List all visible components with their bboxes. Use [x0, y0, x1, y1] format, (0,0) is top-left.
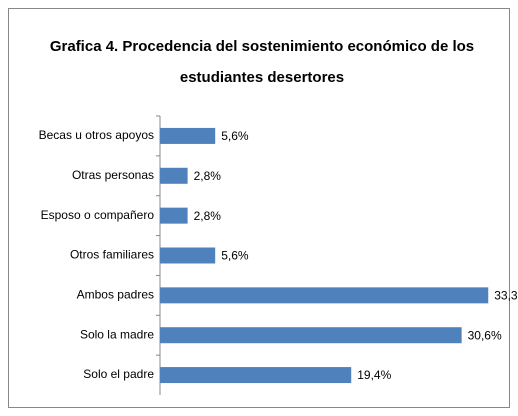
bar — [160, 367, 352, 384]
bar — [160, 207, 188, 224]
data-label: 19,4% — [357, 368, 391, 382]
y-tick-label: Otros familiares — [70, 248, 154, 262]
data-label: 30,6% — [468, 328, 502, 342]
data-label: 5,6% — [221, 129, 249, 143]
data-label: 2,8% — [194, 209, 222, 223]
data-label: 5,6% — [221, 249, 249, 263]
y-tick-label: Esposo o compañero — [41, 208, 155, 222]
bar — [160, 247, 216, 264]
data-label: 33,3% — [494, 289, 518, 303]
y-tick-label: Otras personas — [72, 168, 154, 182]
bar — [160, 287, 489, 304]
bar — [160, 327, 462, 344]
y-tick-label: Becas u otros apoyos — [39, 128, 154, 142]
chart-title: Grafica 4. Procedencia del sostenimiento… — [50, 38, 474, 55]
data-label: 2,8% — [194, 169, 222, 183]
bar — [160, 127, 216, 144]
chart-title: estudiantes desertores — [180, 69, 344, 86]
y-tick-label: Ambos padres — [77, 288, 154, 302]
y-tick-label: Solo el padre — [83, 367, 154, 381]
y-tick-label: Solo la madre — [80, 327, 154, 341]
bar — [160, 167, 188, 184]
